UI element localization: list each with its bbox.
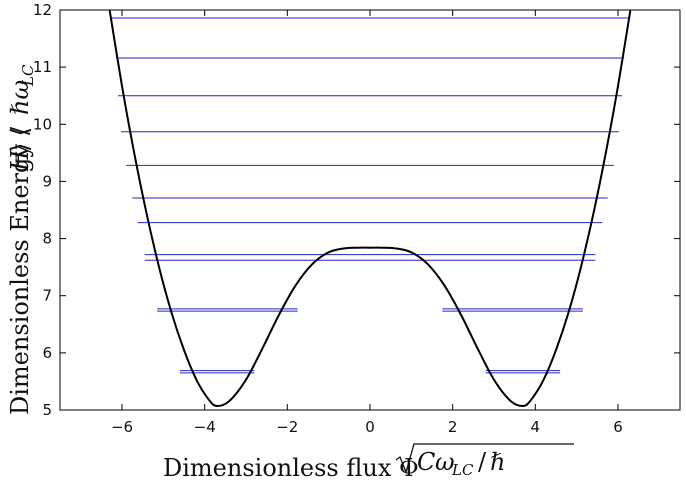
svg-text:LC: LC [19, 64, 37, 87]
svg-text:ω: ω [435, 448, 455, 476]
svg-text:H: H [6, 149, 34, 172]
x-tick-label: −2 [276, 418, 298, 436]
axis-ticks: −6 −4 −2 0 2 4 6 5 6 7 8 9 10 11 12 [33, 1, 680, 436]
svg-text:ℏ: ℏ [490, 448, 505, 476]
potential-curve [108, 9, 632, 408]
y-tick-label: 11 [33, 58, 52, 76]
potential-curve-layer [108, 9, 632, 408]
x-tick-label: −6 [111, 418, 133, 436]
y-tick-label: 6 [42, 344, 52, 362]
plot-frame [59, 9, 681, 411]
svg-text:⟩ /: ⟩ / [6, 126, 34, 152]
svg-text:Dimensionless Energy ⟨: Dimensionless Energy ⟨ [6, 127, 34, 415]
y-tick-label: 8 [42, 230, 52, 248]
x-tick-label: 2 [448, 418, 458, 436]
x-axis-title: Dimensionless flux Φ C ω LC / ℏ [163, 443, 574, 482]
x-tick-label: −4 [194, 418, 216, 436]
x-tick-label: 6 [613, 418, 623, 436]
energy-levels [111, 17, 629, 374]
y-tick-label: 12 [33, 1, 52, 19]
svg-text:ℏω: ℏω [6, 80, 34, 115]
y-tick-label: 10 [33, 115, 52, 133]
svg-text:/: / [478, 448, 487, 476]
svg-text:Dimensionless flux Φ: Dimensionless flux Φ [163, 454, 419, 482]
y-tick-label: 5 [42, 401, 52, 419]
x-tick-label: 0 [365, 418, 375, 436]
x-tick-label: 4 [531, 418, 541, 436]
y-tick-label: 9 [42, 172, 52, 190]
y-tick-label: 7 [42, 287, 52, 305]
svg-text:C: C [417, 448, 435, 476]
svg-text:LC: LC [451, 461, 474, 479]
y-axis-title: Dimensionless Energy ⟨ H ⟩ / ℏω LC [6, 64, 37, 415]
